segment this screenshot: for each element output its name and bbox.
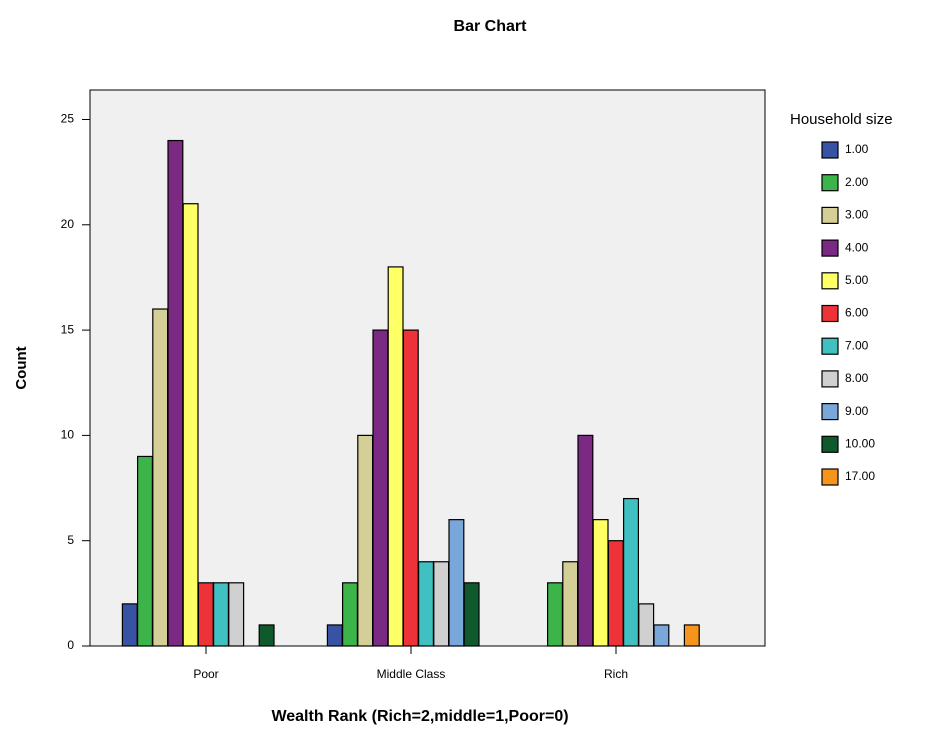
bar [562,561,579,647]
legend-label: 9.00 [845,404,869,418]
legend-swatch [821,141,839,159]
legend-swatch [821,174,839,192]
y-tick-label: 20 [61,217,75,231]
bar [326,624,343,647]
legend-swatch [821,272,839,290]
legend-label: 3.00 [845,208,869,222]
bar [152,308,169,647]
y-tick-label: 15 [61,322,75,336]
legend-label: 10.00 [845,436,875,450]
bar [342,582,359,647]
bar [577,434,594,647]
x-tick-label: Middle Class [377,667,446,681]
x-tick-label: Rich [604,667,628,681]
legend-swatch [821,206,839,224]
bar [448,519,465,647]
bar [653,624,670,647]
y-tick-label: 25 [61,112,75,126]
legend-swatch [821,370,839,388]
bar [182,203,199,647]
bar [638,603,655,647]
legend-swatch [821,468,839,486]
bar [463,582,480,647]
bar [167,139,184,647]
bar [402,329,419,647]
bar [213,582,230,647]
bar [433,561,450,647]
bar [372,329,389,647]
legend-label: 5.00 [845,273,869,287]
legend-swatch [821,304,839,323]
y-tick-label: 5 [67,533,74,547]
legend-swatch [821,337,839,355]
bar [228,582,245,647]
legend-label: 17.00 [845,469,875,483]
legend-label: 2.00 [845,175,869,189]
bar [418,561,435,647]
legend-label: 8.00 [845,371,869,385]
bar [137,455,154,647]
bar [357,434,374,647]
plot-area [89,89,766,647]
x-axis-title: Wealth Rank (Rich=2,middle=1,Poor=0) [271,708,568,725]
legend-label: 4.00 [845,240,869,254]
bar [592,519,609,647]
bar [387,266,404,647]
legend-label: 6.00 [845,306,869,320]
legend-title: Household size [790,111,893,128]
bar [546,582,563,647]
legend-label: 7.00 [845,338,869,352]
chart-title: Bar Chart [454,18,528,35]
bar [683,624,700,647]
legend-swatch [821,435,839,453]
bar [197,582,214,647]
bar [258,624,275,647]
bar [121,603,138,647]
y-axis-title: Count [13,346,30,389]
legend-label: 1.00 [845,142,869,156]
legend-swatch [821,239,839,257]
x-tick-label: Poor [193,667,218,681]
bar [607,540,624,647]
legend-swatch [821,403,839,421]
y-tick-label: 10 [61,428,75,442]
y-tick-label: 0 [67,638,74,652]
bar [622,497,639,647]
